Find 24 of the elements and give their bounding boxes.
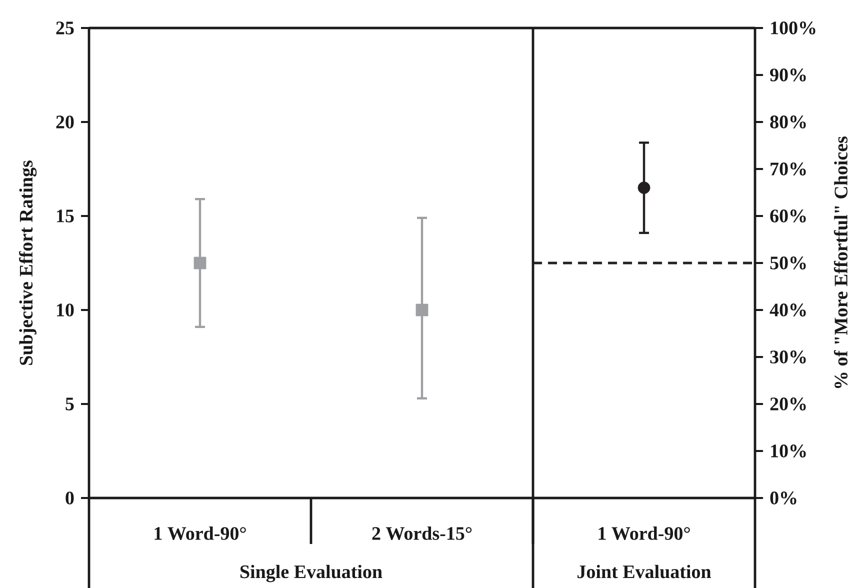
y-tick-label: 20 — [56, 116, 74, 128]
y2-tick-label: 50% — [770, 256, 806, 270]
x-tick-label: 2 Words-15° — [372, 526, 472, 540]
y2-tick-label: 20% — [770, 398, 806, 410]
x-tick-label: 1 Word-90° — [598, 526, 690, 540]
y2-tick-label: 10% — [771, 444, 806, 458]
y2-tick-label: 100% — [771, 22, 816, 34]
y2-tick-label: 30% — [770, 350, 806, 364]
y-tick-label: 15 — [56, 210, 74, 222]
y-axis-title: Subjective Effort Ratings — [19, 160, 37, 365]
y-tick-label: 25 — [56, 22, 74, 34]
y2-tick-label: 40% — [770, 304, 806, 316]
text: Joint Evaluation — [578, 564, 712, 578]
y2-tick-label: 80% — [770, 116, 806, 128]
y-tick-label: 0 — [66, 492, 74, 504]
y2-axis-title: % of "More Effortful" Choices — [834, 136, 848, 388]
text: Single Evaluation — [240, 564, 382, 582]
y-tick-label: 10 — [56, 304, 74, 316]
y2-tick-label: 0% — [770, 492, 796, 504]
y2-tick-label: 60% — [770, 210, 806, 222]
y-tick-label: 5 — [66, 398, 74, 410]
y2-tick-label: 70% — [770, 162, 806, 176]
y2-tick-label: 90% — [770, 68, 806, 82]
x-tick-label: 1 Word-90° — [154, 526, 246, 540]
